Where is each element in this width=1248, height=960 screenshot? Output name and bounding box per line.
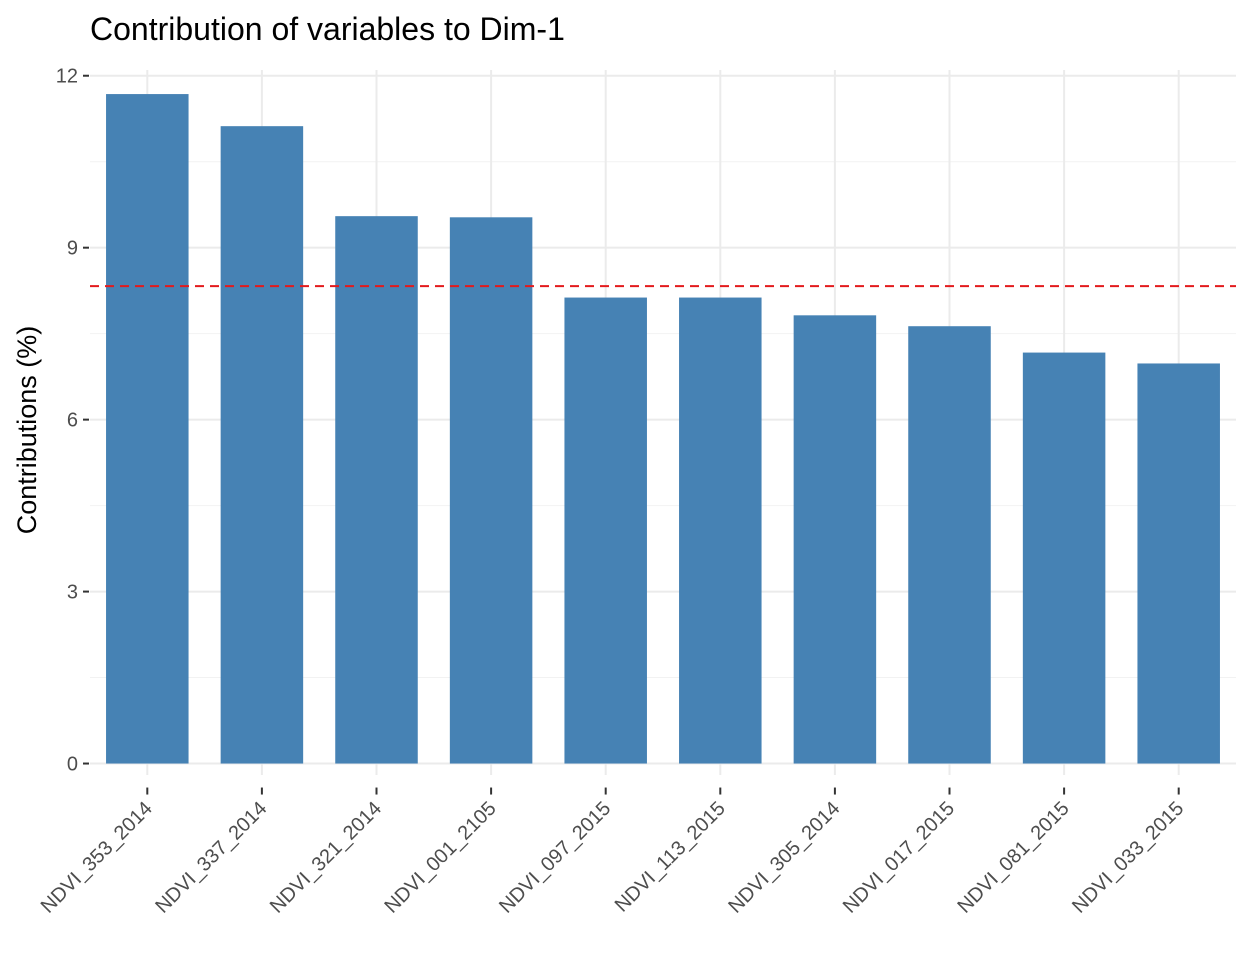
x-tick-label: NDVI_097_2015 xyxy=(495,798,615,918)
x-tick-label: NDVI_113_2015 xyxy=(611,798,730,917)
y-tick-label: 9 xyxy=(67,238,78,260)
y-tick-label: 3 xyxy=(67,582,78,604)
x-axis: NDVI_353_2014NDVI_337_2014NDVI_321_2014N… xyxy=(37,787,1188,918)
bar xyxy=(793,315,877,764)
bar xyxy=(1137,363,1220,764)
x-tick-label: NDVI_353_2014 xyxy=(37,798,157,918)
y-tick-label: 12 xyxy=(56,66,78,88)
x-tick-label: NDVI_321_2014 xyxy=(266,798,386,918)
bar xyxy=(1022,352,1106,764)
y-tick-label: 6 xyxy=(67,410,78,432)
x-tick-label: NDVI_337_2014 xyxy=(151,798,271,918)
bar xyxy=(335,216,418,764)
chart-title: Contribution of variables to Dim-1 xyxy=(90,11,565,47)
x-tick-label: NDVI_001_2105 xyxy=(381,798,501,918)
bar xyxy=(679,297,762,764)
bar xyxy=(106,94,189,764)
x-tick-label: NDVI_033_2015 xyxy=(1068,798,1188,918)
bar xyxy=(908,326,991,764)
bar xyxy=(449,217,533,764)
y-axis: 0 3 6 9 12 xyxy=(56,66,89,776)
bars xyxy=(106,94,1220,764)
x-tick-label: NDVI_305_2014 xyxy=(724,798,844,918)
x-tick-label: NDVI_017_2015 xyxy=(839,798,959,918)
y-axis-label: Contributions (%) xyxy=(12,326,42,535)
bar xyxy=(220,126,304,764)
x-tick-label: NDVI_081_2015 xyxy=(954,798,1074,918)
bar xyxy=(564,297,647,764)
y-tick-label: 0 xyxy=(67,754,78,776)
